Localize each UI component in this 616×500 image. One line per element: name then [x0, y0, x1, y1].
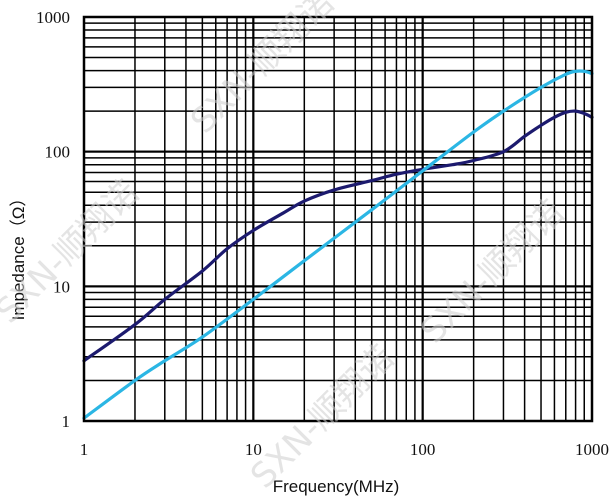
- x-tick-label: 100: [410, 440, 436, 459]
- y-tick-label: 1000: [36, 8, 70, 27]
- series-layer: [82, 69, 594, 420]
- y-tick-label: 10: [53, 277, 70, 296]
- y-axis-title: Impedance（Ω）: [9, 190, 28, 321]
- series-line-2: [82, 69, 594, 420]
- grid: [83, 16, 593, 422]
- plot-frame: [82, 15, 594, 423]
- y-tick-label: 100: [45, 143, 71, 162]
- y-tick-label: 1: [62, 412, 71, 431]
- x-tick-label: 1000: [575, 440, 609, 459]
- x-tick-label: 10: [245, 440, 262, 459]
- x-axis-title: Frequency(MHz): [273, 477, 400, 496]
- axes: [82, 15, 594, 423]
- watermark-text: SXN-顺翔诺: [243, 338, 402, 497]
- series-line-1: [82, 109, 594, 363]
- x-tick-label: 1: [80, 440, 89, 459]
